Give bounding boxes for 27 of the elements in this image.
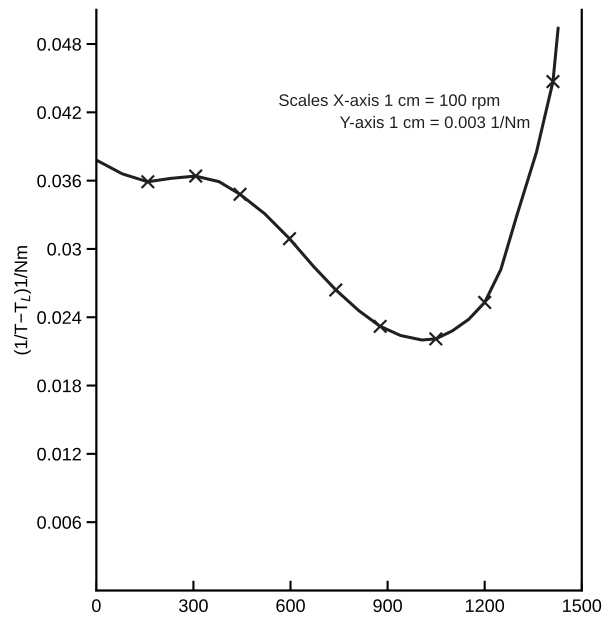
x-tick-label: 0	[92, 599, 101, 612]
line-series	[96, 26, 560, 342]
x-tick-label: 300	[179, 599, 208, 612]
x-tick-label: 1200	[466, 599, 504, 612]
point	[546, 74, 560, 89]
x-tick-label: 600	[276, 599, 305, 612]
x-tick-label: 900	[373, 599, 402, 612]
y-tick-label: 0.024	[37, 311, 82, 324]
y-tick-label: 0.018	[37, 379, 81, 392]
x-tick-label: 1500	[563, 599, 602, 612]
point	[372, 318, 388, 334]
y-tick-label: 0.03	[47, 242, 81, 256]
point	[232, 186, 248, 202]
point	[428, 332, 444, 346]
point	[140, 174, 156, 190]
y-tick-label: 0.036	[37, 174, 81, 188]
y-tick-label: 0.048	[37, 38, 81, 51]
y-axis-title: (1/T−T$_{L}$)1/Nm	[14, 246, 31, 354]
annotation: Scales X-axis 1 cm = 100 rpm	[279, 94, 500, 110]
point	[328, 282, 344, 298]
y-tick-label: 0.012	[37, 448, 81, 461]
y-tick-label: 0.006	[37, 516, 81, 529]
point	[477, 295, 492, 310]
point	[188, 168, 204, 184]
point	[282, 231, 297, 246]
y-tick-label: 0.042	[37, 106, 81, 120]
annotation: Y-axis 1 cm = 0.003 1/Nm	[340, 116, 530, 128]
